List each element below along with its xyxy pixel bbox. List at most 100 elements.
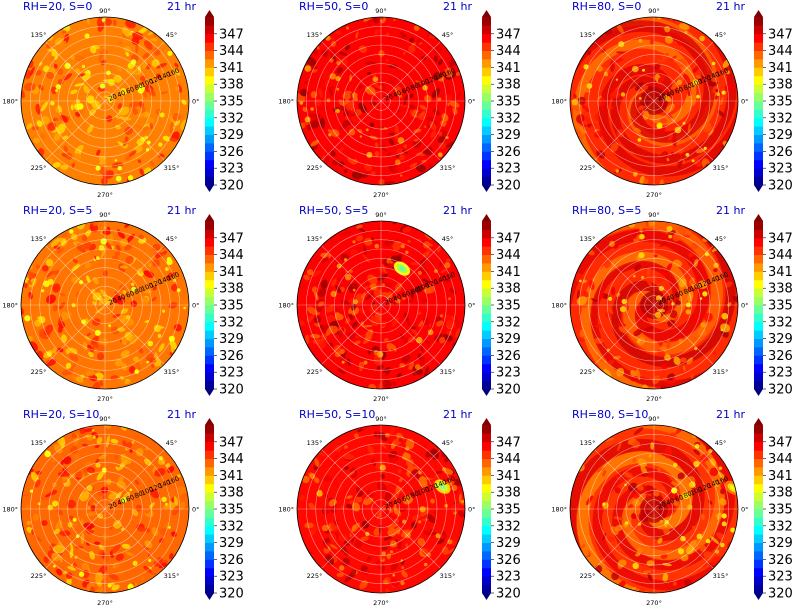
polar-frame [569, 220, 739, 390]
field-cell [181, 492, 189, 497]
field-cell [435, 533, 441, 539]
field-cell [444, 67, 453, 78]
field-cell [422, 85, 428, 91]
field-cell [726, 70, 730, 75]
field-cell [680, 554, 689, 562]
field-cell [424, 340, 430, 344]
field-cell [97, 22, 105, 32]
field-cell [53, 347, 57, 354]
field-cell [720, 144, 725, 148]
panel-2: 204060801001201401600°45°90°135°180°225°… [278, 0, 521, 199]
field-cell [53, 528, 60, 535]
field-cell [406, 536, 415, 544]
field-cell [86, 466, 95, 474]
field-cell [175, 86, 179, 91]
grid-spoke [45, 508, 106, 569]
field-cell [677, 41, 683, 46]
field-cell [60, 164, 69, 170]
colorbar-tick-label: 326 [768, 553, 793, 568]
field-cell [441, 530, 447, 539]
colorbar-segment [205, 467, 214, 476]
colorbar-tick-label: 323 [768, 366, 793, 381]
colorbar-segment [754, 237, 763, 247]
field-cell [21, 307, 25, 315]
field-cell [86, 275, 91, 283]
colorbar-tick-label: 344 [768, 452, 793, 467]
field-cell [332, 159, 340, 166]
field-cell [111, 544, 121, 554]
field-cell [168, 526, 171, 529]
field-cell [81, 436, 88, 442]
field-cell [339, 58, 348, 66]
field-cell [52, 304, 58, 312]
field-cell [164, 502, 168, 506]
field-cell [104, 240, 113, 251]
field-cell [91, 288, 96, 296]
field-cell [158, 562, 167, 569]
panel-5: 204060801001201401600°45°90°135°180°225°… [278, 204, 521, 403]
field-cell [397, 469, 402, 474]
field-cell [21, 88, 25, 99]
field-cell [30, 135, 35, 140]
field-cell [169, 121, 174, 134]
field-cell [633, 127, 642, 133]
field-cell [179, 501, 186, 511]
colorbar-max-arrow [482, 10, 491, 17]
field-cell [638, 252, 645, 259]
colorbar-segment [205, 159, 214, 169]
colorbar-segment [482, 338, 491, 348]
field-cell [116, 480, 126, 489]
field-cell [404, 297, 414, 304]
angle-tick-label: 45° [715, 31, 727, 39]
field-cell [159, 112, 165, 118]
field-cell [143, 91, 148, 98]
field-cell [423, 530, 430, 536]
radial-tick-label: 40 [665, 293, 676, 304]
field-cell [601, 559, 606, 563]
colorbar-segment [754, 509, 763, 518]
field-cell [713, 262, 719, 268]
field-cell [577, 120, 587, 128]
colorbar-tick-label: 338 [219, 78, 244, 93]
field-cell [428, 163, 433, 168]
field-cell [695, 75, 702, 79]
field-cell [354, 555, 360, 562]
field-cell [420, 292, 427, 304]
colorbar-segment [205, 126, 214, 135]
panel-title: RH=50, S=10 [299, 408, 375, 421]
field-cell [101, 533, 110, 540]
colorbar-segment [205, 101, 214, 110]
grid-spoke [104, 41, 165, 102]
field-cell [676, 79, 683, 86]
field-cell [331, 278, 337, 287]
colorbar-segment [205, 109, 214, 119]
field-cell [647, 85, 653, 91]
grid-spoke [594, 449, 655, 510]
field-cell [104, 296, 112, 306]
radial-tick-label: 80 [133, 82, 144, 93]
field-cell [401, 570, 408, 578]
field-cell [421, 159, 427, 163]
field-cell [172, 67, 178, 76]
field-cell [719, 498, 727, 506]
colorbar-tick-label: 347 [496, 231, 521, 246]
angle-tick-label: 45° [442, 235, 454, 243]
colorbar-tick-label: 341 [496, 469, 521, 484]
field-cell [92, 435, 96, 439]
colorbar-tick-label: 341 [496, 265, 521, 280]
radial-tick-label: 80 [682, 286, 693, 297]
angle-tick-label: 0° [192, 98, 199, 106]
colorbar-tick-label: 326 [219, 349, 244, 364]
field-cell [56, 248, 64, 254]
field-cell [365, 329, 374, 340]
field-cell [670, 432, 677, 438]
field-cell [116, 244, 121, 252]
field-cell [329, 73, 336, 80]
field-cell [677, 159, 683, 168]
colorbar-segment [205, 483, 214, 493]
field-cell [168, 137, 178, 142]
field-cell [342, 120, 349, 129]
field-cell [41, 289, 45, 293]
field-cell [693, 158, 702, 167]
colorbar-segment [205, 279, 214, 289]
